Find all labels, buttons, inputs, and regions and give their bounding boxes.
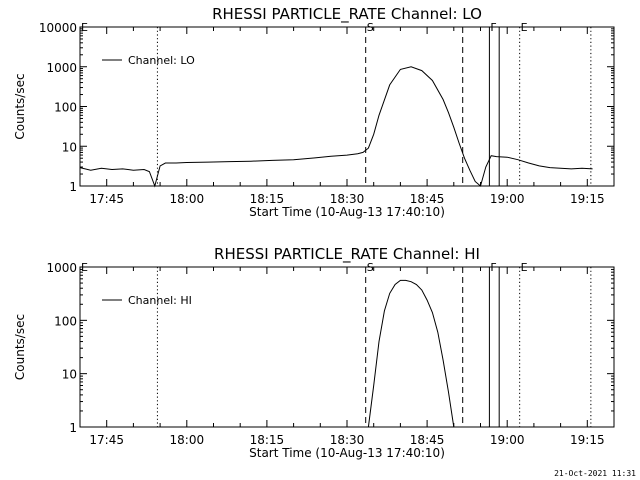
y-axis-label: Counts/sec: [13, 314, 27, 380]
legend-label: Channel: LO: [128, 54, 195, 67]
series-line-channel-lo: [79, 66, 593, 188]
y-tick-label: 1: [69, 180, 77, 194]
chart-title: RHESSI PARTICLE_RATE Channel: LO: [212, 5, 482, 24]
x-tick-label: 18:00: [170, 433, 205, 447]
x-tick-label: 18:15: [250, 433, 285, 447]
event-marker-label: E: [521, 261, 528, 274]
x-tick-label: 17:45: [89, 192, 124, 206]
x-tick-label: 18:45: [410, 433, 445, 447]
x-axis-label: Start Time (10-Aug-13 17:40:10): [249, 446, 445, 460]
x-tick-label: 18:30: [330, 192, 365, 206]
y-tick-label: 10: [62, 140, 77, 154]
y-tick-label: 100: [54, 101, 77, 115]
x-tick-label: 18:30: [330, 433, 365, 447]
y-axis-label: Counts/sec: [13, 73, 27, 139]
event-marker-label: E: [81, 261, 88, 274]
x-tick-label: 17:45: [89, 433, 124, 447]
event-marker-label: F: [490, 261, 496, 274]
y-tick-label: 10: [62, 368, 77, 382]
event-marker-label: E: [81, 21, 88, 34]
x-axis-label: Start Time (10-Aug-13 17:40:10): [249, 205, 445, 219]
y-tick-label: 1000: [46, 61, 77, 75]
y-tick-label: 10000: [39, 21, 77, 35]
plot-frame: [79, 26, 615, 187]
legend-label: Channel: HI: [128, 294, 192, 307]
x-tick-label: 19:15: [570, 192, 605, 206]
x-tick-label: 19:00: [490, 433, 525, 447]
y-tick-label: 100: [54, 314, 77, 328]
x-tick-label: 18:45: [410, 192, 445, 206]
y-tick-label: 1: [69, 421, 77, 435]
x-tick-label: 18:15: [250, 192, 285, 206]
plot-frame: [79, 266, 615, 428]
hi-channel-panel: RHESSI PARTICLE_RATE Channel: HI 17:45 18:…: [13, 245, 615, 460]
event-marker-label: S: [367, 261, 374, 274]
event-marker-label: S: [367, 21, 374, 34]
series-line-channel-hi: [367, 279, 455, 428]
x-tick-label: 18:00: [170, 192, 205, 206]
chart-title: RHESSI PARTICLE_RATE Channel: HI: [214, 245, 480, 264]
event-marker-label: E: [521, 21, 528, 34]
lo-channel-panel: RHESSI PARTICLE_RATE Channel: LO 17:45 18:…: [13, 5, 615, 219]
x-tick-label: 19:15: [570, 433, 605, 447]
y-tick-label: 1000: [46, 261, 77, 275]
timestamp-label: 21-Oct-2021 11:31: [554, 469, 636, 478]
x-tick-label: 19:00: [490, 192, 525, 206]
event-marker-label: F: [490, 21, 496, 34]
